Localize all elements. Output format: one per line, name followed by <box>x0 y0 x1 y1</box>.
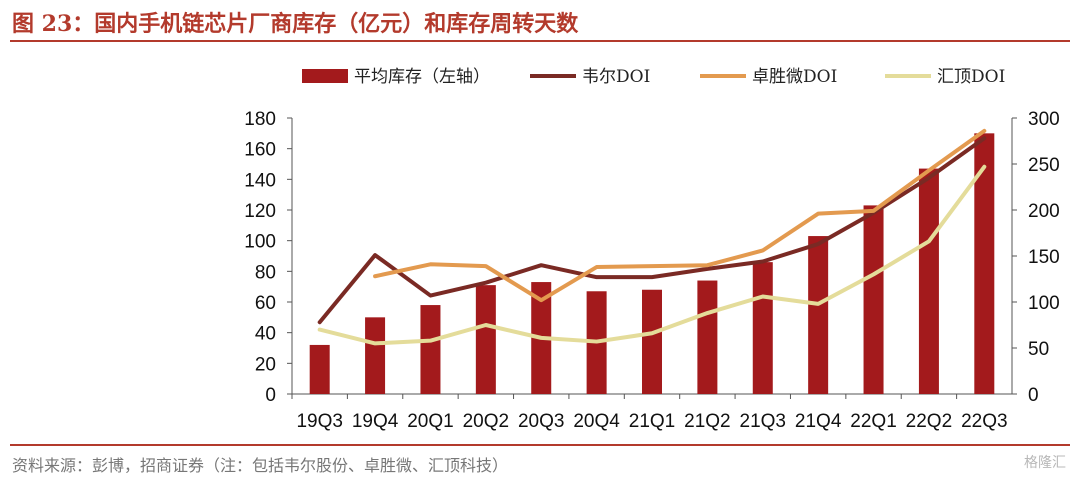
x-tick-label: 21Q4 <box>795 411 842 432</box>
legend-swatch <box>302 69 348 83</box>
x-tick-label: 22Q2 <box>906 411 952 432</box>
watermark: 格隆汇 <box>1024 455 1066 471</box>
bar <box>475 285 496 394</box>
legend-label: 卓胜微DOI <box>752 67 837 87</box>
line-series <box>317 128 987 346</box>
x-tick-label: 19Q4 <box>352 411 399 432</box>
x-tick-label: 20Q2 <box>463 411 509 432</box>
legend-label: 汇顶DOI <box>937 67 1005 87</box>
y2-tick-label: 250 <box>1028 155 1060 176</box>
x-tick-label: 20Q4 <box>573 411 620 432</box>
x-tick-label: 21Q1 <box>629 411 675 432</box>
x-tick-label: 22Q1 <box>850 411 896 432</box>
x-tick-label: 22Q3 <box>961 411 1007 432</box>
x-tick-label: 21Q3 <box>740 411 786 432</box>
bar <box>752 262 773 394</box>
bar-series <box>309 133 995 395</box>
y-tick-label: 60 <box>255 293 276 314</box>
chart: 平均库存（左轴） 韦尔DOI 卓胜微DOI 汇顶DOI 0 20 40 60 80 100 120… <box>244 67 1059 432</box>
title-rule <box>10 40 1070 42</box>
x-tick-label: 19Q3 <box>296 411 342 432</box>
y2-tick-label: 50 <box>1028 339 1049 360</box>
y-tick-label: 20 <box>255 354 276 375</box>
figure-title: 图 23：国内手机链芯片厂商库存（亿元）和库存周转天数 <box>12 11 579 37</box>
y-tick-label: 180 <box>244 109 276 130</box>
y-tick-label: 40 <box>255 324 276 345</box>
bar <box>974 133 995 395</box>
footer-rule <box>10 444 1070 446</box>
bar <box>918 168 939 394</box>
bar <box>697 280 718 394</box>
bar <box>309 344 330 394</box>
y2-tick-label: 200 <box>1028 201 1060 222</box>
legend-label: 平均库存（左轴） <box>354 67 490 87</box>
tick-labels: 0 20 40 60 80 100 120 140 160 180 0 50 100 150 200 250 3… <box>244 109 1059 432</box>
y-tick-label: 140 <box>244 170 276 191</box>
y2-tick-label: 150 <box>1028 247 1060 268</box>
legend: 平均库存（左轴） 韦尔DOI 卓胜微DOI 汇顶DOI <box>302 67 1005 87</box>
y-tick-label: 120 <box>244 201 276 222</box>
bar <box>642 289 662 394</box>
source-note: 资料来源：彭博，招商证券（注：包括韦尔股份、卓胜微、汇顶科技） <box>12 456 509 475</box>
goodix-doi-line <box>317 164 987 346</box>
bar <box>365 317 386 394</box>
x-tick-label: 21Q2 <box>684 411 730 432</box>
legend-label: 韦尔DOI <box>582 67 650 87</box>
y2-tick-label: 100 <box>1028 293 1060 314</box>
bar <box>863 205 884 394</box>
x-tick-label: 20Q1 <box>407 411 453 432</box>
maxscend-doi-line <box>373 128 987 303</box>
y-tick-label: 160 <box>244 140 276 161</box>
y-tick-label: 80 <box>255 262 276 283</box>
y-tick-label: 100 <box>244 232 276 253</box>
y-tick-label: 0 <box>265 385 276 406</box>
bar <box>420 305 441 394</box>
y2-tick-label: 0 <box>1028 385 1039 406</box>
bar <box>808 236 829 394</box>
x-tick-label: 20Q3 <box>518 411 564 432</box>
y2-tick-label: 300 <box>1028 109 1060 130</box>
